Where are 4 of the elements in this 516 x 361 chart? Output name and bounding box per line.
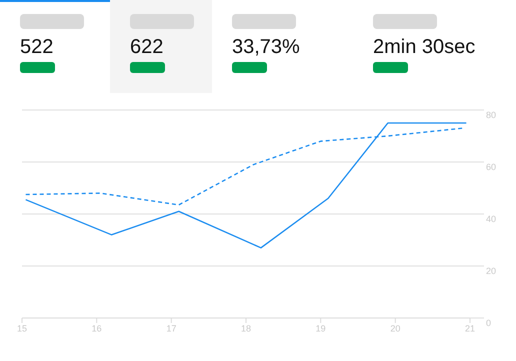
text: 33,73%	[232, 36, 300, 59]
text: 522	[20, 36, 54, 59]
text: 2min 30sec	[373, 36, 476, 59]
text: 622	[130, 36, 164, 59]
